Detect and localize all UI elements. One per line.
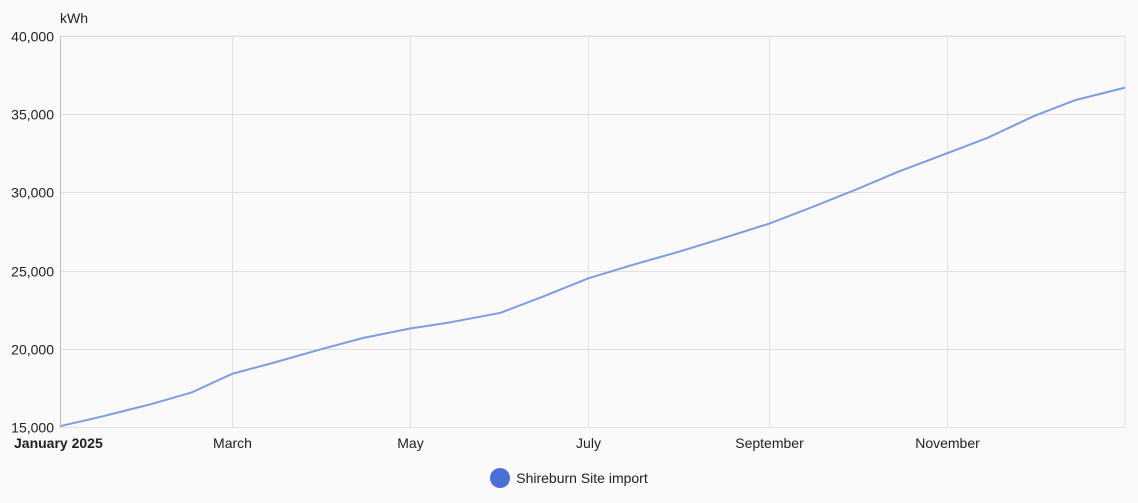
legend-label: Shireburn Site import <box>516 470 648 486</box>
legend: Shireburn Site import <box>0 468 1138 488</box>
x-axis-ticks: January 2025 March May July September Novembe… <box>14 435 980 451</box>
x-tick-label: September <box>735 435 804 451</box>
series-group <box>59 86 1126 428</box>
series-line <box>59 86 1126 428</box>
legend-item-shireburn-site-import[interactable]: Shireburn Site import <box>490 468 648 488</box>
y-axis-ticks: 15,000 20,000 25,000 30,000 35,000 40,000 <box>11 29 54 436</box>
y-tick-label: 40,000 <box>11 29 54 45</box>
x-tick-label: November <box>915 435 980 451</box>
y-axis-unit-label: kWh <box>60 10 88 26</box>
y-tick-label: 25,000 <box>11 264 54 280</box>
grid-lines <box>60 35 1126 428</box>
x-tick-label: January 2025 <box>14 435 103 451</box>
y-tick-label: 30,000 <box>11 185 54 201</box>
x-tick-label: May <box>397 435 423 451</box>
y-tick-label: 15,000 <box>11 420 54 436</box>
y-tick-label: 35,000 <box>11 107 54 123</box>
x-tick-label: March <box>213 435 252 451</box>
legend-color-dot-icon <box>490 468 511 488</box>
y-tick-label: 20,000 <box>11 342 54 358</box>
x-tick-label: July <box>576 435 601 451</box>
